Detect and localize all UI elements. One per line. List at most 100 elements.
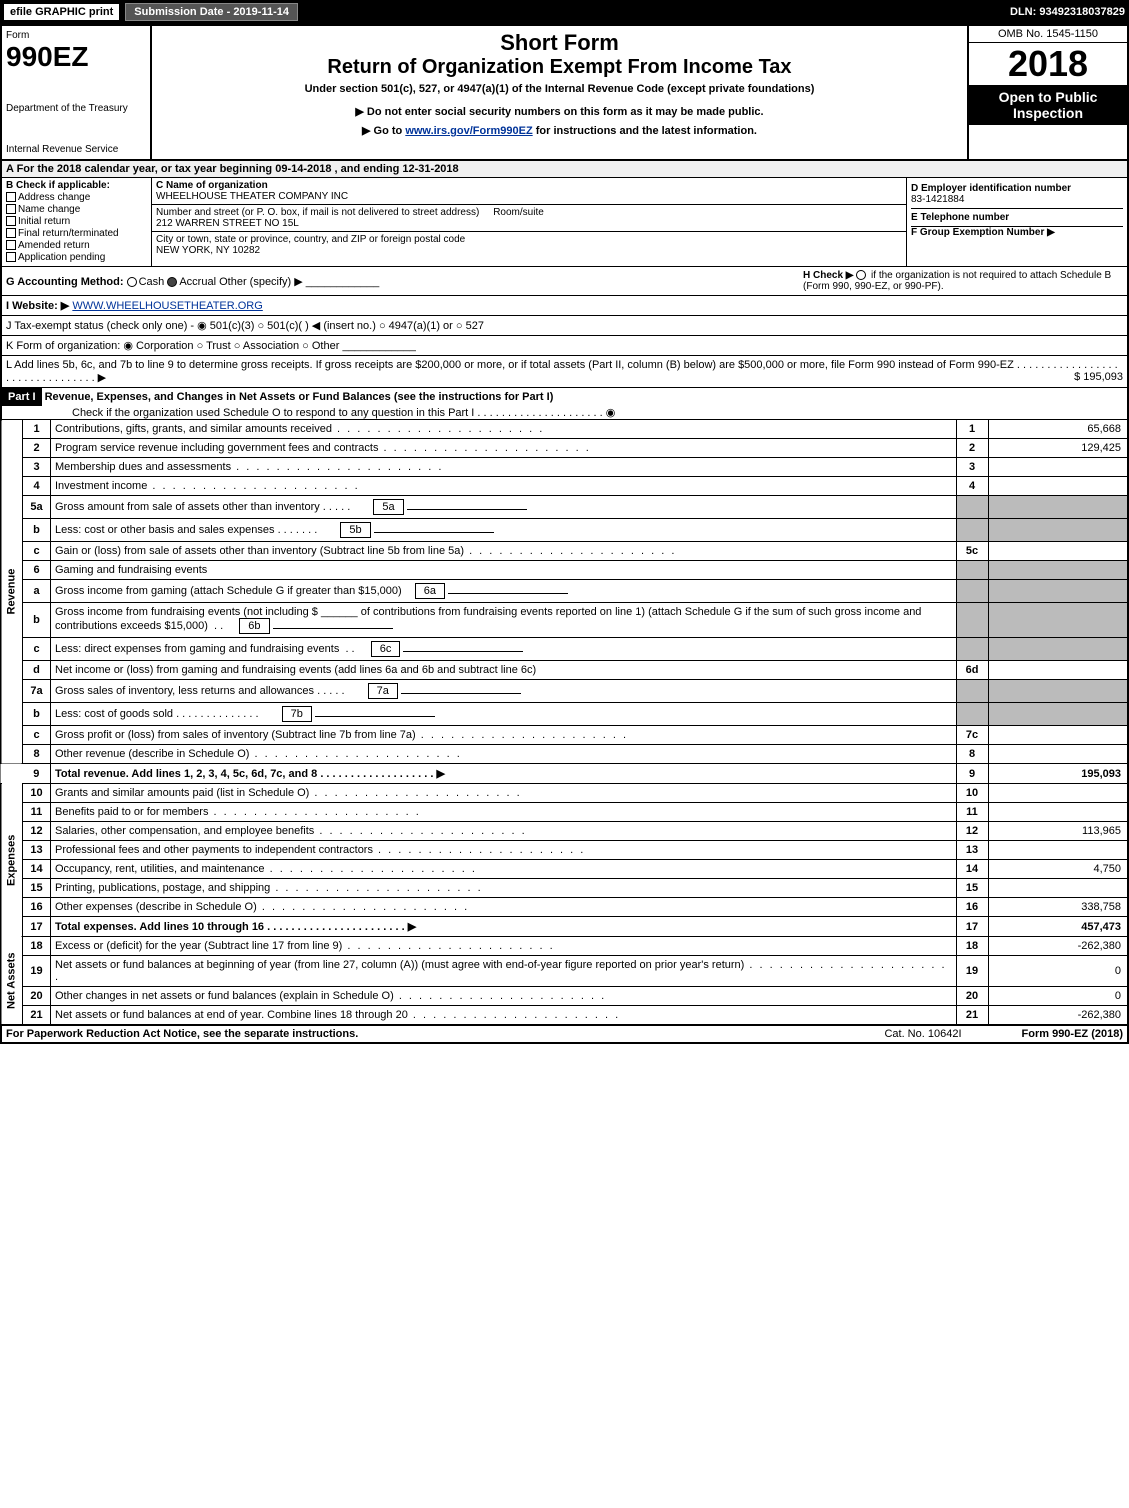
val-17: 457,473 <box>988 917 1128 937</box>
note2-post: for instructions and the latest informat… <box>536 125 757 137</box>
ein-value: 83-1421884 <box>911 194 964 205</box>
org-city-row: City or town, state or province, country… <box>152 232 906 258</box>
line-21: 21 Net assets or fund balances at end of… <box>1 1006 1128 1025</box>
period-text-a: A For the 2018 calendar year, or tax yea… <box>6 163 275 175</box>
org-name-row: C Name of organization WHEELHOUSE THEATE… <box>152 178 906 205</box>
val-19: 0 <box>988 956 1128 987</box>
midbox-6c: 6c <box>371 641 401 657</box>
accounting-method-row: G Accounting Method: Cash Accrual Other … <box>0 267 1129 296</box>
line-6c: c Less: direct expenses from gaming and … <box>1 638 1128 661</box>
chk-amended-return[interactable]: Amended return <box>6 240 147 251</box>
midbox-7a: 7a <box>368 683 398 699</box>
chk-initial-return[interactable]: Initial return <box>6 216 147 227</box>
l-value: $ 195,093 <box>1074 371 1123 383</box>
d-label: D Employer identification number <box>911 183 1071 194</box>
chk-application-pending[interactable]: Application pending <box>6 252 147 263</box>
tax-exempt-status-row: J Tax-exempt status (check only one) - ◉… <box>0 316 1129 336</box>
val-15 <box>988 879 1128 898</box>
line-18: Net Assets 18 Excess or (deficit) for th… <box>1 937 1128 956</box>
dln-number: DLN: 93492318037829 <box>1010 6 1125 18</box>
page-footer: For Paperwork Reduction Act Notice, see … <box>0 1025 1129 1044</box>
val-20: 0 <box>988 987 1128 1006</box>
website-link[interactable]: WWW.WHEELHOUSETHEATER.ORG <box>72 300 262 312</box>
submission-date-badge: Submission Date - 2019-11-14 <box>125 3 298 21</box>
telephone-row: E Telephone number <box>911 209 1123 227</box>
line-9: 9 Total revenue. Add lines 1, 2, 3, 4, 5… <box>1 764 1128 784</box>
line-5b: b Less: cost or other basis and sales ex… <box>1 519 1128 542</box>
val-11 <box>988 803 1128 822</box>
irs-instructions-link[interactable]: www.irs.gov/Form990EZ <box>405 125 532 137</box>
e-label: E Telephone number <box>911 212 1009 223</box>
part1-label: Part I <box>2 388 42 406</box>
line-6d: d Net income or (loss) from gaming and f… <box>1 661 1128 680</box>
val-8 <box>988 745 1128 764</box>
form-of-organization-row: K Form of organization: ◉ Corporation ○ … <box>0 336 1129 356</box>
h-text1: H Check ▶ <box>803 270 853 281</box>
j-text: J Tax-exempt status (check only one) - ◉… <box>6 320 484 332</box>
header-center: Short Form Return of Organization Exempt… <box>152 26 967 159</box>
line-7b: b Less: cost of goods sold . . . . . . .… <box>1 703 1128 726</box>
midbox-5a: 5a <box>373 499 403 515</box>
val-4 <box>988 477 1128 496</box>
line-5a: 5a Gross amount from sale of assets othe… <box>1 496 1128 519</box>
line-8: 8 Other revenue (describe in Schedule O)… <box>1 745 1128 764</box>
g-label: G Accounting Method: <box>6 276 124 288</box>
val-9: 195,093 <box>988 764 1128 784</box>
line-1: Revenue 1 Contributions, gifts, grants, … <box>1 420 1128 439</box>
part1-lines-table: Revenue 1 Contributions, gifts, grants, … <box>0 420 1129 1025</box>
val-14: 4,750 <box>988 860 1128 879</box>
org-address-row: Number and street (or P. O. box, if mail… <box>152 205 906 232</box>
sidecat-netassets: Net Assets <box>1 937 23 1025</box>
part1-check-note: Check if the organization used Schedule … <box>2 406 1127 419</box>
period-begin: 09-14-2018 <box>275 163 331 175</box>
line-6: 6 Gaming and fundraising events <box>1 561 1128 580</box>
midbox-6a: 6a <box>415 583 445 599</box>
k-text: K Form of organization: ◉ Corporation ○ … <box>6 340 339 352</box>
chk-final-return[interactable]: Final return/terminated <box>6 228 147 239</box>
other-specify: Other (specify) ▶ <box>219 276 303 288</box>
radio-schedule-b[interactable] <box>856 270 866 280</box>
efile-print-badge[interactable]: efile GRAPHIC print <box>4 4 119 20</box>
sidecat-revenue: Revenue <box>1 420 23 764</box>
omb-number: OMB No. 1545-1150 <box>969 26 1127 43</box>
box-b-title: B Check if applicable: <box>6 180 110 191</box>
city-label: City or town, state or province, country… <box>156 234 902 245</box>
line-19: 19 Net assets or fund balances at beginn… <box>1 956 1128 987</box>
header-right: OMB No. 1545-1150 2018 Open to Public In… <box>967 26 1127 159</box>
org-info-block: B Check if applicable: Address change Na… <box>0 178 1129 267</box>
period-end: 12-31-2018 <box>402 163 458 175</box>
line-12: 12 Salaries, other compensation, and emp… <box>1 822 1128 841</box>
room-label: Room/suite <box>493 207 544 218</box>
sidecat-expenses: Expenses <box>1 784 23 937</box>
box-d-right: D Employer identification number 83-1421… <box>907 178 1127 266</box>
ssn-warning: ▶ Do not enter social security numbers o… <box>160 105 959 118</box>
irs-label: Internal Revenue Service <box>6 144 146 155</box>
val-1: 65,668 <box>988 420 1128 439</box>
chk-name-change[interactable]: Name change <box>6 204 147 215</box>
line-4: 4 Investment income 4 <box>1 477 1128 496</box>
val-12: 113,965 <box>988 822 1128 841</box>
instructions-link-row: ▶ Go to www.irs.gov/Form990EZ for instru… <box>160 124 959 137</box>
radio-cash[interactable] <box>127 277 137 287</box>
note2-pre: ▶ Go to <box>362 125 405 137</box>
line-5c: c Gain or (loss) from sale of assets oth… <box>1 542 1128 561</box>
line-17: 17 Total expenses. Add lines 10 through … <box>1 917 1128 937</box>
midbox-6b: 6b <box>239 618 269 634</box>
h-schedule-b-note: H Check ▶ if the organization is not req… <box>803 270 1123 292</box>
chk-address-change[interactable]: Address change <box>6 192 147 203</box>
ein-row: D Employer identification number 83-1421… <box>911 180 1123 209</box>
val-2: 129,425 <box>988 439 1128 458</box>
department-label: Department of the Treasury <box>6 103 146 114</box>
form-id-footer: Form 990-EZ (2018) <box>1022 1028 1123 1040</box>
midbox-5b: 5b <box>340 522 370 538</box>
org-name: WHEELHOUSE THEATER COMPANY INC <box>156 191 902 202</box>
line-15: 15 Printing, publications, postage, and … <box>1 879 1128 898</box>
val-5c <box>988 542 1128 561</box>
radio-accrual[interactable] <box>167 277 177 287</box>
val-21: -262,380 <box>988 1006 1128 1025</box>
line-6b: b Gross income from fundraising events (… <box>1 603 1128 638</box>
line-14: 14 Occupancy, rent, utilities, and maint… <box>1 860 1128 879</box>
header-left: Form 990EZ Department of the Treasury In… <box>2 26 152 159</box>
i-label: I Website: ▶ <box>6 300 69 312</box>
form-header: Form 990EZ Department of the Treasury In… <box>0 24 1129 161</box>
